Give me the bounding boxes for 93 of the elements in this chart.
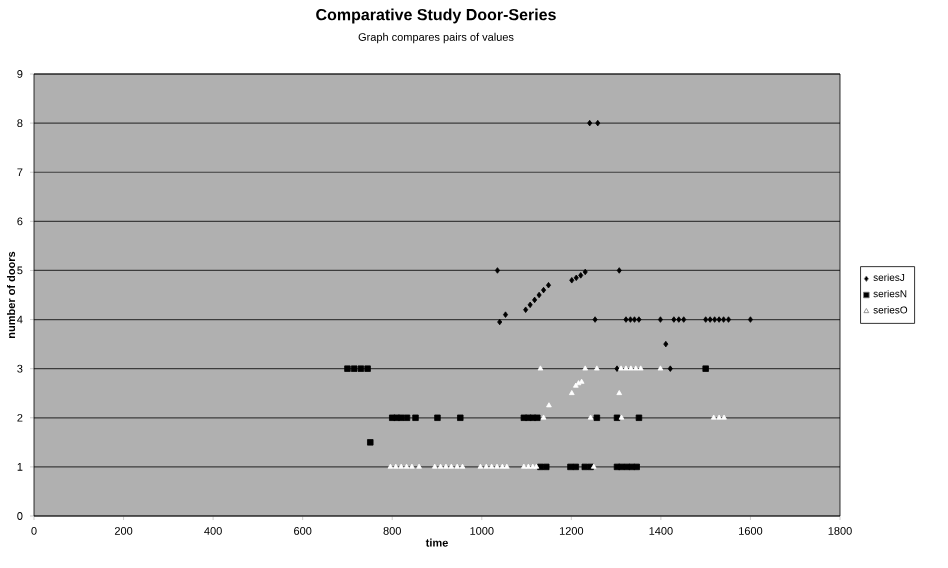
point [499, 463, 506, 469]
point [657, 316, 663, 323]
point [616, 390, 623, 396]
point [587, 119, 593, 127]
point [573, 274, 579, 282]
point [416, 463, 422, 469]
point [594, 365, 600, 371]
point [587, 414, 594, 420]
point [431, 463, 438, 469]
point [454, 463, 460, 469]
point [636, 316, 642, 323]
point [392, 463, 399, 469]
point [488, 463, 495, 469]
point [527, 301, 533, 309]
point [344, 365, 351, 372]
point [623, 316, 629, 323]
point [403, 414, 411, 421]
point [637, 365, 644, 371]
point [595, 119, 601, 127]
point [712, 316, 718, 323]
chart-title: Comparative Study Door-Series [316, 8, 556, 24]
point [726, 316, 732, 323]
point [592, 316, 598, 323]
point [541, 286, 547, 294]
point [593, 414, 601, 421]
point [569, 277, 575, 284]
point [504, 463, 510, 469]
point [627, 316, 633, 323]
point [350, 365, 358, 372]
point [671, 316, 677, 323]
point [521, 463, 527, 469]
point [540, 414, 547, 420]
point [572, 463, 580, 471]
point [398, 463, 405, 469]
point [578, 378, 585, 384]
point [721, 414, 727, 420]
point [716, 316, 722, 323]
point [703, 316, 709, 323]
point [457, 414, 464, 421]
point [497, 318, 503, 326]
point [657, 365, 664, 371]
point [631, 316, 637, 323]
point [387, 463, 394, 469]
point [702, 365, 709, 372]
point [707, 316, 713, 323]
point [459, 463, 466, 469]
point [530, 463, 536, 469]
point [676, 316, 682, 323]
point [367, 439, 374, 446]
point [572, 382, 579, 388]
point [403, 463, 410, 469]
point [628, 365, 634, 371]
point [357, 365, 365, 372]
point [494, 267, 500, 274]
point [546, 402, 552, 408]
point [543, 463, 550, 471]
point [582, 268, 588, 276]
point [534, 414, 541, 421]
point [635, 414, 643, 421]
point [443, 463, 449, 469]
point [409, 463, 415, 469]
point [525, 463, 532, 469]
point [397, 414, 405, 421]
point [747, 316, 753, 323]
point [681, 316, 687, 323]
point [581, 463, 588, 471]
point [437, 463, 444, 469]
point [532, 296, 538, 304]
point [721, 316, 727, 323]
point [434, 414, 441, 421]
point [716, 414, 722, 420]
point [616, 267, 622, 274]
point [364, 365, 371, 372]
point [633, 365, 639, 371]
point [578, 272, 584, 279]
point [523, 306, 529, 313]
point [537, 365, 544, 371]
point [568, 390, 575, 396]
point [503, 311, 509, 318]
point [448, 463, 455, 469]
point [536, 291, 542, 299]
point [710, 414, 717, 420]
point [618, 414, 625, 420]
point [623, 365, 629, 371]
point [477, 463, 484, 469]
point [663, 340, 669, 348]
point [667, 365, 673, 372]
point [412, 414, 419, 421]
point [483, 463, 490, 469]
point [494, 463, 500, 469]
point [613, 414, 621, 421]
point [582, 365, 589, 371]
point [633, 463, 640, 471]
